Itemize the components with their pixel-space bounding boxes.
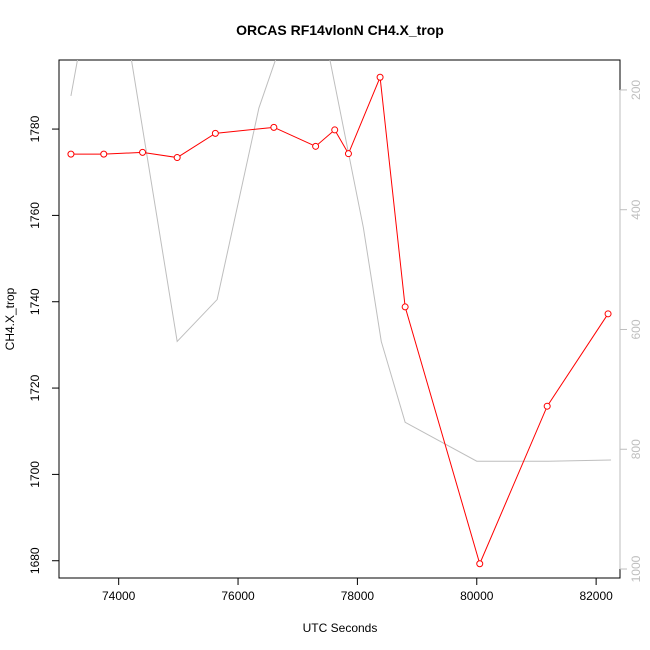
ch4-data-point <box>376 73 384 81</box>
ch4-data-point <box>312 142 320 150</box>
y-axis-label: CH4.X_trop <box>3 287 17 350</box>
ch4-data-point <box>476 560 484 568</box>
ch4-series-line <box>70 77 609 566</box>
series-clip-group <box>67 60 612 568</box>
ch4-data-point <box>344 150 352 158</box>
x-axis: 74000 76000 78000 80000 82000 <box>102 577 613 603</box>
x-axis-label: UTC Seconds <box>303 621 378 635</box>
secondary-y-tick-label: 1000 <box>629 555 643 582</box>
x-tick-label: 80000 <box>460 589 494 603</box>
y-tick-label: 1760 <box>28 202 42 229</box>
ch4-data-point <box>139 148 147 156</box>
series-layer <box>67 60 612 568</box>
y-tick-label: 1680 <box>28 547 42 574</box>
x-tick-label: 82000 <box>579 589 613 603</box>
ch4-data-point <box>67 150 75 158</box>
ch4-data-point <box>604 310 612 318</box>
y-axis: 1680 1700 1720 1740 1760 1780 <box>28 115 60 574</box>
y-tick-label: 1740 <box>28 288 42 315</box>
secondary-y-tick-label: 800 <box>629 439 643 459</box>
ch4-data-point <box>100 150 108 158</box>
ch4-data-point <box>401 303 409 311</box>
y-tick-label: 1700 <box>28 461 42 488</box>
ch4-data-point <box>331 126 339 134</box>
secondary-series-line <box>70 60 612 462</box>
secondary-y-tick-label: 200 <box>629 80 643 100</box>
ch4-data-point <box>543 402 551 410</box>
secondary-y-axis: 200 400 600 800 1000 <box>619 80 643 582</box>
secondary-y-tick-label: 600 <box>629 319 643 339</box>
y-tick-label: 1780 <box>28 115 42 142</box>
chart-title: ORCAS RF14vlonN CH4.X_trop <box>236 22 444 38</box>
x-tick-label: 76000 <box>221 589 255 603</box>
secondary-y-tick-label: 400 <box>629 199 643 219</box>
ch4-data-point <box>173 154 181 162</box>
ch4-data-point <box>270 123 278 131</box>
x-tick-label: 78000 <box>341 589 375 603</box>
y-tick-label: 1720 <box>28 374 42 401</box>
ch4-data-point <box>211 129 219 137</box>
x-tick-label: 74000 <box>102 589 136 603</box>
